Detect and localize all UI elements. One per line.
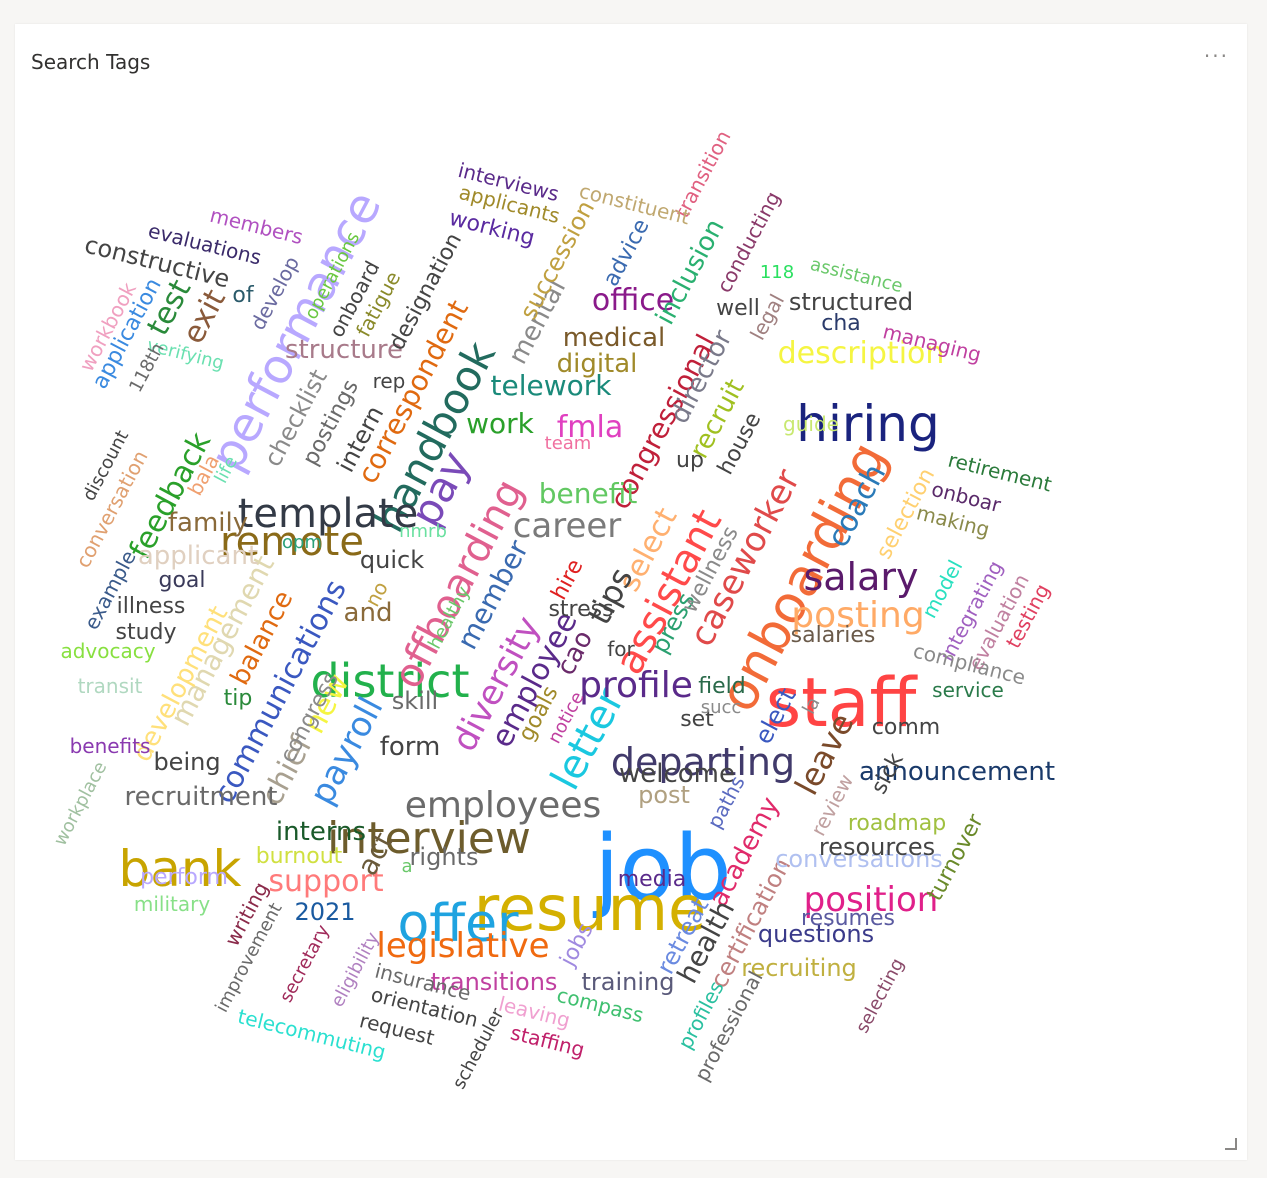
tag-word[interactable]: being xyxy=(153,748,221,776)
word-cloud: job staff resume offer onboarding hiring bank p… xyxy=(15,24,1247,1160)
search-tags-card: Search Tags ··· job staff resume offer onboa… xyxy=(15,24,1247,1160)
tag-word[interactable]: template xyxy=(237,491,419,537)
tag-word[interactable]: welcome xyxy=(618,759,735,789)
tag-word[interactable]: salary xyxy=(803,555,919,599)
tag-word[interactable]: departing xyxy=(610,740,796,784)
tag-word[interactable]: cha xyxy=(821,311,861,336)
tag-word[interactable]: study xyxy=(115,620,177,645)
tag-word[interactable]: digital xyxy=(556,349,638,379)
tag-word[interactable]: district xyxy=(310,654,470,708)
tag-word[interactable]: 2021 xyxy=(294,898,356,926)
tag-word[interactable]: announcement xyxy=(858,757,1056,787)
tag-word[interactable]: hiring xyxy=(796,395,940,453)
tag-word[interactable]: rep xyxy=(372,369,406,393)
tag-word[interactable]: structured xyxy=(788,288,914,316)
tag-word[interactable]: position xyxy=(803,880,939,920)
tag-word[interactable]: perform xyxy=(140,865,228,890)
tag-word[interactable]: tip xyxy=(223,686,253,711)
tag-word[interactable]: medical xyxy=(562,323,666,353)
tag-word[interactable]: salaries xyxy=(790,623,876,648)
tag-word[interactable]: guide xyxy=(783,412,839,436)
tag-word[interactable]: posting xyxy=(791,595,925,636)
tag-word[interactable]: selecting xyxy=(852,954,909,1037)
tag-word[interactable]: support xyxy=(268,864,384,899)
tag-word[interactable]: applicant xyxy=(137,541,259,571)
tag-word[interactable]: advocacy xyxy=(60,639,156,663)
tag-word[interactable]: work xyxy=(466,407,534,440)
tag-word[interactable]: nmrb xyxy=(399,521,447,542)
tag-word[interactable]: military xyxy=(133,892,211,916)
tag-word[interactable]: staffing xyxy=(508,1020,588,1062)
tag-word[interactable]: family xyxy=(167,508,249,538)
tag-word[interactable]: legislative xyxy=(376,926,550,966)
tag-word[interactable]: structure xyxy=(285,335,403,365)
tag-word[interactable]: advice xyxy=(598,215,655,291)
tag-word[interactable]: offer xyxy=(397,894,519,954)
tag-word[interactable]: field xyxy=(698,674,746,699)
tag-word[interactable]: form xyxy=(379,732,441,762)
tag-word[interactable]: benefit xyxy=(538,477,638,510)
tag-word[interactable]: skill xyxy=(391,687,439,715)
tag-word[interactable]: description xyxy=(777,336,945,371)
tag-word[interactable]: illness xyxy=(116,594,186,619)
tag-word[interactable]: interview xyxy=(327,813,531,864)
tag-word[interactable]: opm xyxy=(282,532,322,553)
tag-word[interactable]: interns xyxy=(275,817,367,847)
tag-word[interactable]: team xyxy=(544,433,592,454)
tag-word[interactable]: up xyxy=(676,448,704,473)
tag-word[interactable]: workplace xyxy=(49,758,112,850)
resize-handle-icon[interactable] xyxy=(1225,1138,1237,1150)
tag-word[interactable]: service xyxy=(932,678,1004,702)
tag-word[interactable]: remote xyxy=(220,519,364,565)
tag-word[interactable]: profile xyxy=(579,665,693,706)
tag-word[interactable]: benefits xyxy=(69,734,151,758)
tag-word[interactable]: goal xyxy=(158,568,206,593)
tag-word[interactable]: bank xyxy=(118,840,242,898)
tag-word[interactable]: secretary xyxy=(275,921,334,1007)
tag-word[interactable]: comm xyxy=(871,715,941,740)
tag-word[interactable]: burnout xyxy=(255,844,343,869)
tag-word[interactable]: employees xyxy=(404,785,602,826)
tag-word[interactable]: training xyxy=(581,968,675,996)
tag-word[interactable]: resume xyxy=(473,872,707,945)
tag-word[interactable]: set xyxy=(680,707,714,732)
tag-word[interactable]: succ xyxy=(700,697,742,718)
tag-word[interactable]: office xyxy=(591,283,675,318)
tag-word[interactable]: rights xyxy=(409,843,479,871)
tag-word[interactable]: for xyxy=(607,637,635,661)
tag-word[interactable]: career xyxy=(512,506,622,546)
tag-word[interactable]: stress xyxy=(548,597,614,622)
tag-word[interactable]: transit xyxy=(77,674,143,698)
tag-word[interactable]: fmla xyxy=(556,410,624,445)
tag-word[interactable]: media xyxy=(617,867,687,892)
tag-word[interactable]: questions xyxy=(757,920,875,948)
tag-word[interactable]: 118 xyxy=(759,262,795,283)
tag-word[interactable]: roadmap xyxy=(847,811,947,836)
tag-word[interactable]: telework xyxy=(490,369,612,402)
tag-word[interactable]: a xyxy=(401,856,413,877)
tag-word[interactable]: job xyxy=(594,816,732,921)
tag-word[interactable]: post xyxy=(638,781,690,809)
tag-word[interactable]: well xyxy=(716,296,760,321)
tag-word[interactable]: resources xyxy=(818,833,936,861)
tag-word[interactable]: resumes xyxy=(801,906,895,931)
tag-word[interactable]: of xyxy=(232,283,254,308)
tag-word[interactable]: recruiting xyxy=(741,954,857,982)
tag-word[interactable]: staff xyxy=(765,664,917,743)
card-title: Search Tags xyxy=(31,50,151,74)
tag-word[interactable]: quick xyxy=(359,546,425,574)
tag-word[interactable]: recruitment xyxy=(124,782,278,812)
tag-word[interactable]: and xyxy=(343,598,393,628)
tag-word[interactable]: conversations xyxy=(775,845,943,873)
more-options-icon[interactable]: ··· xyxy=(1203,44,1229,68)
tag-word[interactable]: transitions xyxy=(430,968,558,996)
